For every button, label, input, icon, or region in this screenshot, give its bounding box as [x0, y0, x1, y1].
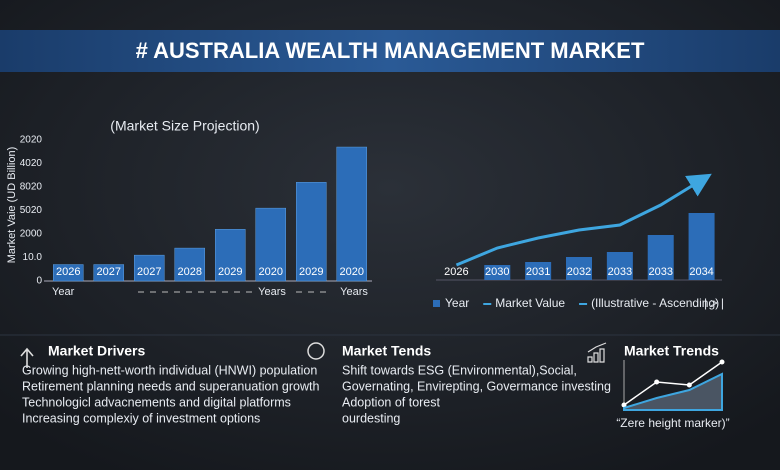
x-tick-label: 2031 — [526, 266, 550, 278]
bar — [566, 257, 592, 280]
mini-line — [623, 361, 723, 406]
bar — [525, 262, 552, 280]
section-item: Shift towards ESG (Environmental),Social… — [342, 363, 577, 377]
title: # AUSTRALIA WEALTH MANAGEMENT MARKET — [136, 38, 645, 63]
mini-point — [654, 379, 660, 385]
trends-icon — [587, 342, 607, 363]
mini-point — [621, 402, 627, 408]
x-tick-label: 2028 — [178, 266, 202, 278]
bar — [484, 265, 511, 280]
x-tick-label: 2029 — [218, 266, 242, 278]
section-item: Adoption of torest — [342, 395, 441, 409]
legend-note: (Illustrative - Ascending) — [591, 296, 719, 310]
x-axis-label: Years — [258, 286, 286, 298]
section-item: Governating, Envirepting, Govermance inv… — [342, 379, 611, 393]
bar — [296, 182, 327, 282]
x-tick-label: 2034 — [689, 266, 713, 278]
section-item: Increasing complexiy of investment optio… — [22, 411, 260, 425]
section-title: Market Drivers — [48, 343, 145, 359]
title-banner — [0, 30, 780, 72]
legend-label: Market Value — [495, 296, 565, 310]
mini-point — [686, 382, 692, 388]
y-tick-label: 0 — [36, 276, 42, 287]
y-tick-label: 4020 — [20, 158, 43, 169]
legend-control[interactable]: | > | — [704, 296, 724, 310]
mini-point — [719, 359, 725, 365]
y-axis-label: Market Vaie (UD Billion) — [6, 147, 18, 264]
bar — [93, 264, 124, 282]
section-item: ourdesting — [342, 411, 400, 425]
section-item: Retirement planning needs and superanuat… — [22, 379, 319, 393]
bar — [688, 213, 715, 280]
section-item: Technologicl advacnements and digital pl… — [22, 395, 291, 409]
x-tick-label: 2027 — [97, 266, 121, 278]
section-title: Market Tends — [342, 343, 431, 359]
x-tick-label: 2027 — [137, 266, 161, 278]
trend-line — [455, 173, 712, 267]
x-tick-label: 2033 — [608, 266, 632, 278]
bar — [647, 235, 674, 280]
bar — [134, 254, 165, 282]
section-title: Market Trends — [624, 343, 719, 359]
x-tick-label: 2032 — [567, 266, 591, 278]
y-tick-label: 5020 — [20, 205, 43, 216]
bar — [336, 146, 367, 282]
x-axis-label: Years — [340, 286, 368, 298]
x-tick-label: 2033 — [648, 266, 672, 278]
x-tick-label: 2020 — [259, 266, 283, 278]
y-tick-label: 10.0 — [23, 252, 43, 263]
x-tick-label: 2030 — [485, 266, 509, 278]
bar — [255, 207, 286, 282]
legend-swatch — [433, 300, 440, 307]
x-axis-label: Year — [52, 286, 75, 298]
x-tick-label: 2026 — [56, 266, 80, 278]
y-tick-label: 8020 — [20, 182, 43, 193]
x-tick-label: 2026 — [444, 266, 468, 278]
bar — [606, 252, 633, 280]
tends-icon — [307, 342, 325, 360]
x-tick-label: 2020 — [340, 266, 364, 278]
drivers-icon — [20, 347, 34, 368]
bar — [215, 229, 246, 282]
bar — [53, 264, 84, 282]
legend-label: Year — [445, 296, 469, 310]
x-tick-label: 2029 — [299, 266, 323, 278]
mini-area — [623, 372, 723, 411]
y-tick-label: 2020 — [20, 135, 43, 146]
mini-caption: “Zere height marker)” — [616, 416, 729, 430]
bar — [174, 247, 205, 282]
chart-subtitle: (Market Size Projection) — [110, 118, 259, 134]
y-tick-label: 2000 — [20, 229, 43, 240]
section-item: Growing high-nett-worth individual (HNWI… — [22, 363, 317, 377]
